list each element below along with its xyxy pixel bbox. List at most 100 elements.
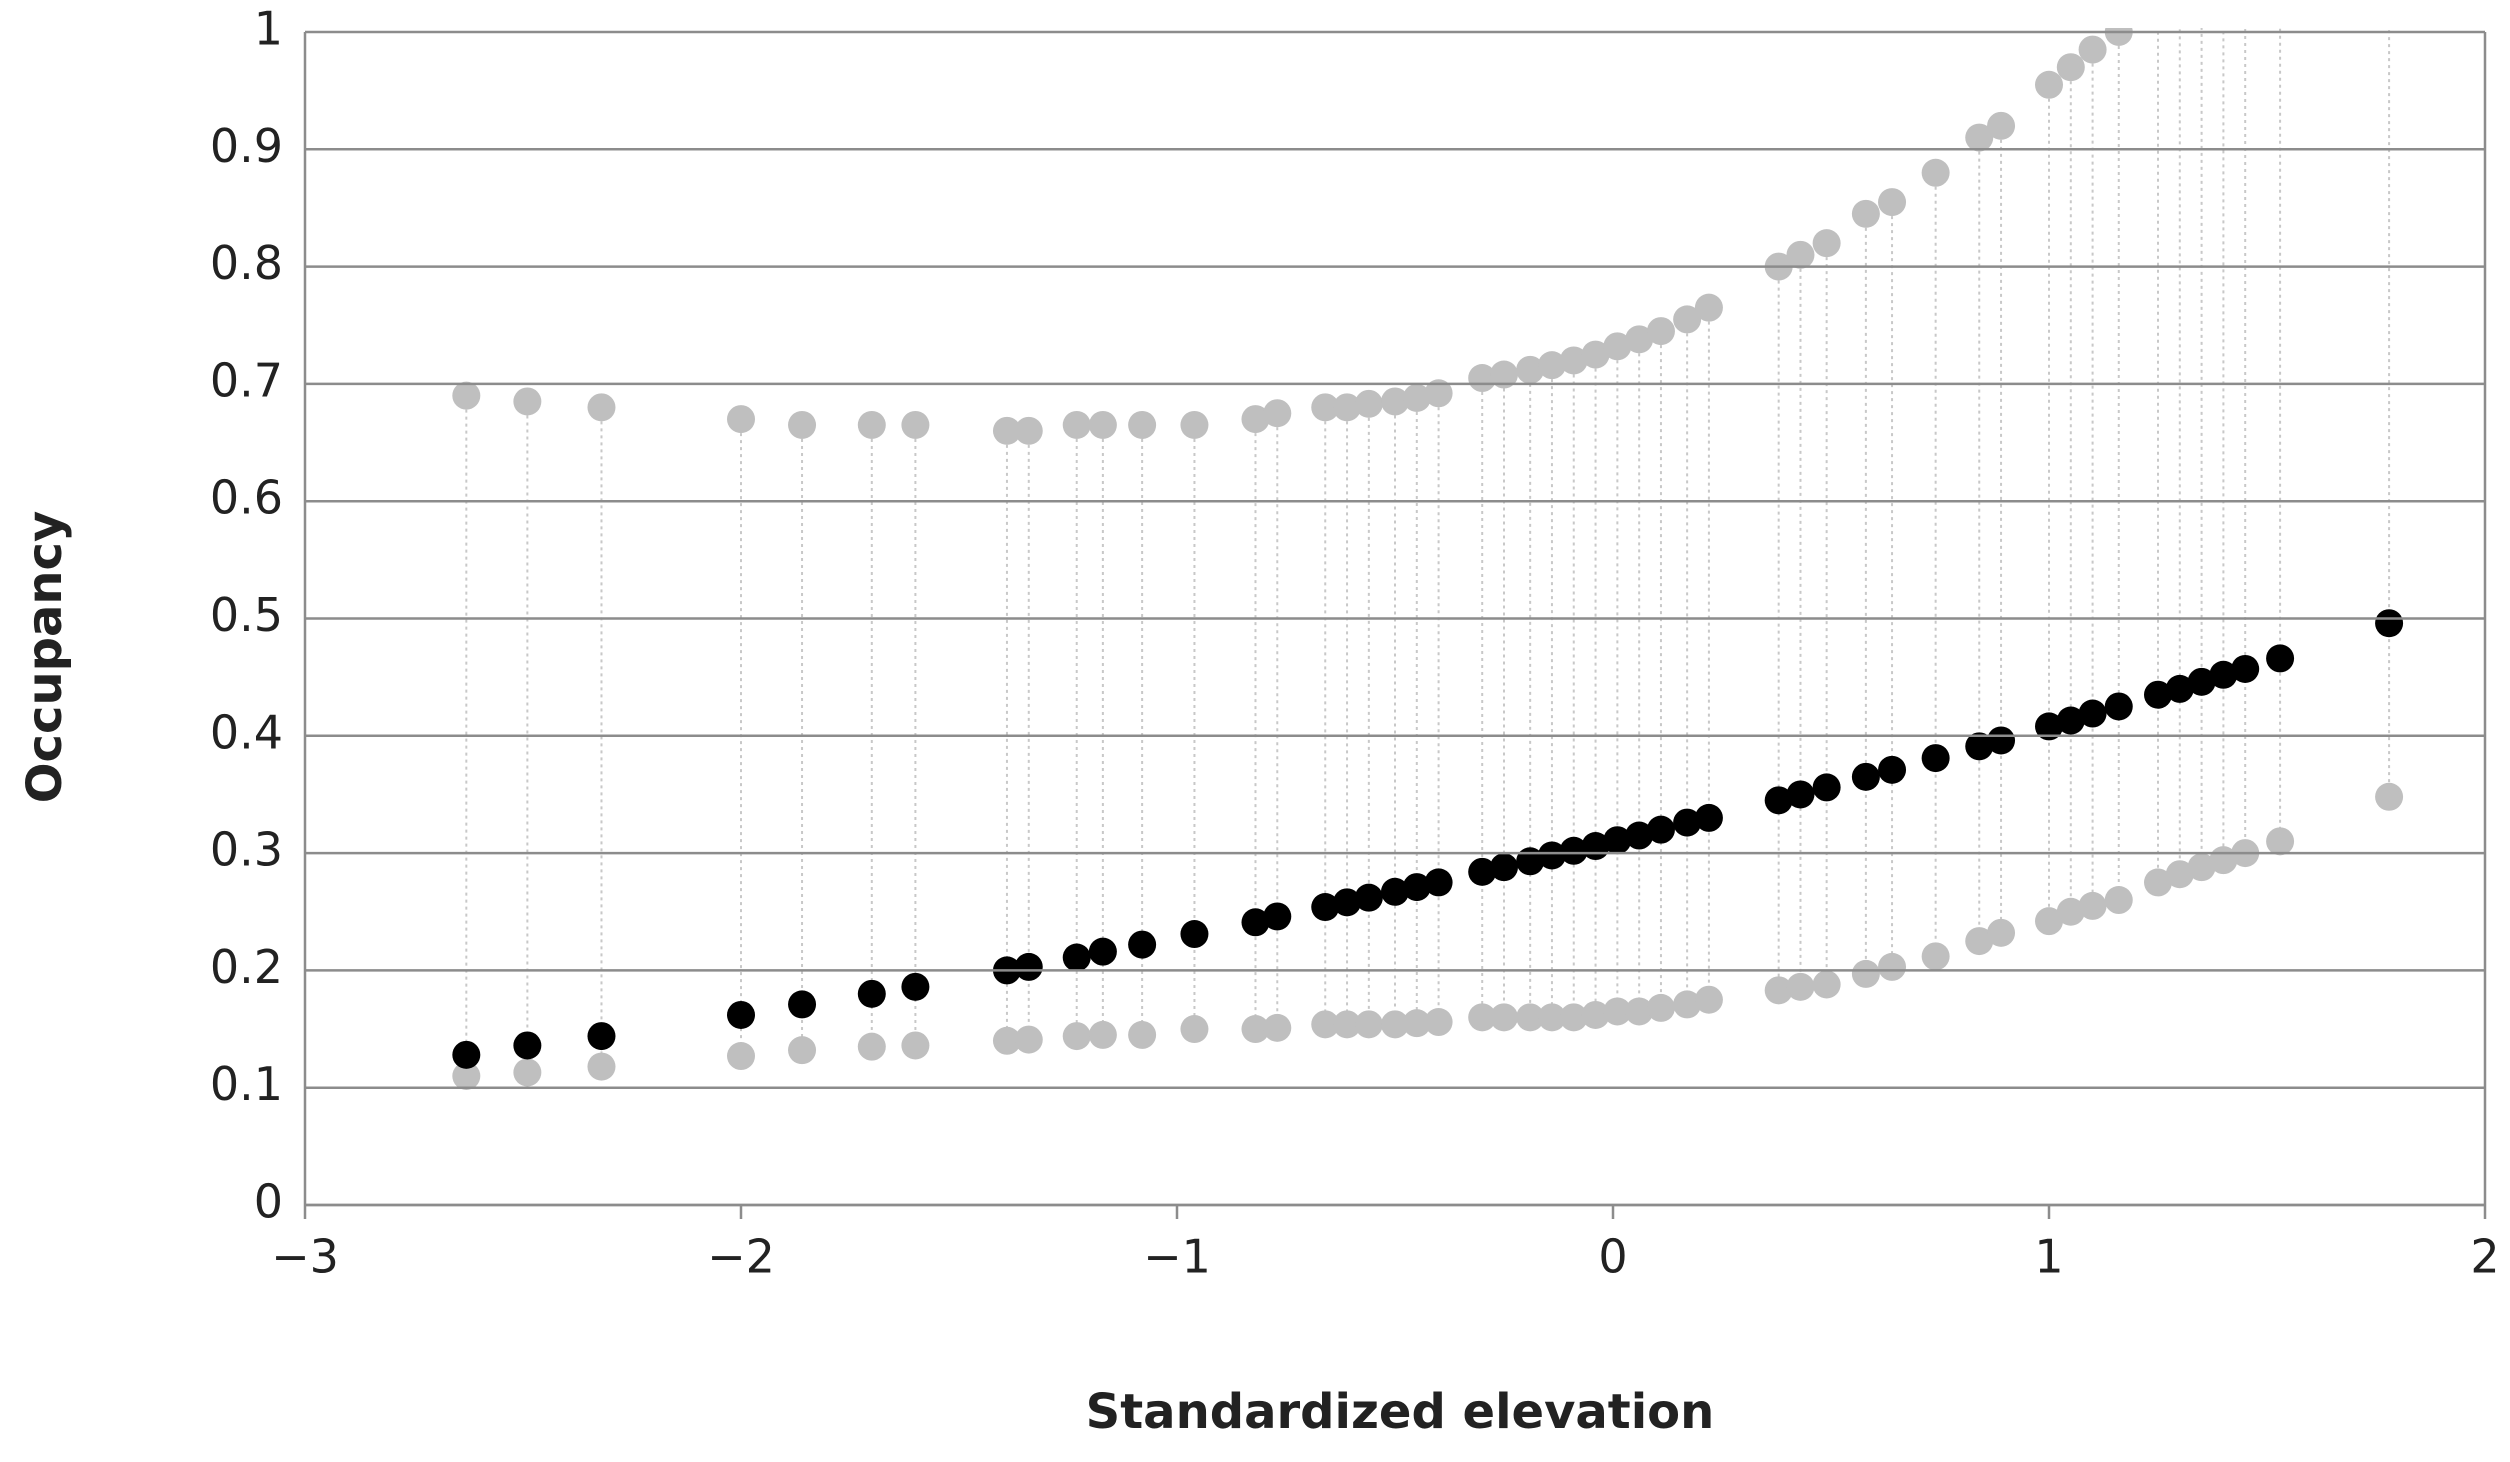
data-point — [1381, 877, 1409, 906]
data-point — [1402, 1009, 1431, 1038]
data-point — [1468, 1003, 1497, 1032]
x-tick-label: −2 — [707, 1230, 775, 1284]
data-point — [788, 990, 817, 1019]
data-point — [1921, 942, 1950, 971]
data-point — [1559, 346, 1588, 375]
data-point — [2187, 667, 2216, 696]
data-point — [1128, 1020, 1157, 1049]
data-point — [992, 416, 1021, 445]
y-tick-label: 0.2 — [210, 940, 283, 994]
data-point — [857, 410, 886, 439]
data-point — [2078, 699, 2107, 728]
y-tick-label: 0.8 — [210, 236, 283, 290]
data-point — [1603, 826, 1632, 855]
data-point — [2035, 712, 2063, 741]
data-point — [1014, 416, 1043, 445]
data-point — [788, 410, 817, 439]
data-point — [1014, 1025, 1043, 1054]
data-point — [1878, 188, 1907, 217]
data-point — [1263, 1013, 1292, 1042]
data-point — [1673, 808, 1702, 837]
data-point — [1603, 997, 1632, 1026]
data-point — [1490, 360, 1518, 389]
data-point — [1537, 1003, 1566, 1032]
data-point — [1180, 1015, 1209, 1044]
data-point — [2144, 868, 2172, 897]
data-point — [1786, 240, 1815, 269]
data-point — [1646, 993, 1675, 1022]
data-point — [2104, 692, 2133, 721]
data-point — [513, 1031, 542, 1060]
data-point — [1516, 355, 1545, 384]
data-point — [1381, 1010, 1409, 1039]
data-point — [452, 381, 481, 410]
plot-area — [452, 0, 2404, 1090]
data-point — [1965, 123, 1994, 152]
data-point — [1694, 803, 1723, 832]
data-point — [1851, 959, 1880, 988]
data-point — [857, 1032, 886, 1061]
x-tick-label: −1 — [1143, 1230, 1211, 1284]
data-point — [1921, 158, 1950, 187]
data-point — [1424, 379, 1453, 408]
data-point — [1537, 351, 1566, 380]
data-point — [2078, 35, 2107, 64]
data-point — [1987, 726, 2016, 755]
data-point — [2144, 680, 2172, 709]
data-point — [1646, 317, 1675, 346]
data-point — [1241, 405, 1270, 434]
data-point — [1263, 399, 1292, 428]
data-point — [1625, 997, 1654, 1026]
x-axis-title: Standardized elevation — [1086, 1384, 1715, 1440]
data-point — [1402, 383, 1431, 412]
data-point — [2375, 782, 2404, 811]
data-point — [1764, 786, 1793, 815]
data-point — [1673, 305, 1702, 334]
data-point — [1354, 883, 1383, 912]
data-point — [2266, 644, 2295, 673]
data-point — [2035, 70, 2063, 99]
data-point — [901, 1031, 930, 1060]
y-tick-label: 0.5 — [210, 588, 283, 642]
data-point — [1694, 293, 1723, 322]
data-point — [727, 1000, 755, 1029]
data-point — [2035, 907, 2063, 936]
data-point — [1263, 902, 1292, 931]
data-point — [1878, 755, 1907, 784]
data-point — [1381, 387, 1409, 416]
data-point — [1241, 1015, 1270, 1044]
data-point — [1062, 1022, 1091, 1051]
data-point — [2165, 860, 2194, 889]
data-point — [2056, 53, 2085, 82]
data-point — [1786, 972, 1815, 1001]
data-point — [1014, 952, 1043, 981]
data-point — [1812, 229, 1841, 258]
data-point — [587, 393, 616, 422]
y-tick-label: 1 — [254, 2, 283, 56]
x-tick-label: −3 — [271, 1230, 339, 1284]
data-point — [452, 1040, 481, 1069]
data-point — [1673, 990, 1702, 1019]
data-point — [1424, 1008, 1453, 1037]
data-point — [1088, 1020, 1117, 1049]
data-point — [587, 1022, 616, 1051]
data-point — [788, 1036, 817, 1065]
data-point — [2104, 886, 2133, 915]
y-tick-label: 0.4 — [210, 705, 283, 759]
data-point — [513, 387, 542, 416]
data-point — [1516, 1003, 1545, 1032]
data-point — [1311, 393, 1340, 422]
data-point — [1987, 111, 2016, 140]
data-point — [2231, 654, 2260, 683]
data-point — [992, 1026, 1021, 1055]
data-point — [1625, 325, 1654, 354]
data-point — [1559, 1003, 1588, 1032]
data-point — [1354, 389, 1383, 418]
data-point — [1490, 1003, 1518, 1032]
data-point — [1333, 393, 1362, 422]
data-point — [1878, 952, 1907, 981]
data-point — [1241, 908, 1270, 937]
data-point — [2144, 0, 2172, 11]
x-tick-label: 0 — [1598, 1230, 1627, 1284]
data-point — [1490, 853, 1518, 882]
